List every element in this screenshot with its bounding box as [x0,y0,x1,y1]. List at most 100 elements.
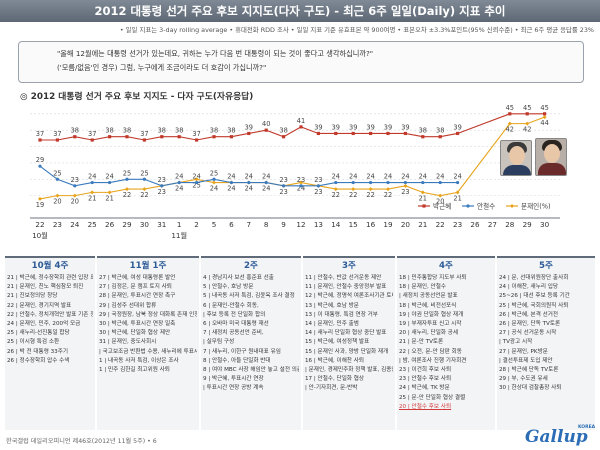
data-point [142,177,146,181]
x-tick-label: 22 [35,220,44,229]
data-label: 22 [123,191,131,199]
data-label: 23 [401,188,409,196]
data-point [369,180,373,185]
event-item: | 후보 등록 전 단일화 합의 [203,311,266,318]
event-item: 20 | 새누리, 단일화 공세 [399,330,459,337]
data-label: 24 [332,173,340,181]
data-label: 38 [158,127,166,135]
x-tick-label: 26 [470,220,480,229]
event-item: 31 | 문재인, 중도사회시 [99,339,157,346]
x-tick-label: 25 [88,220,97,229]
chart-title: ◎ 2012 대통령 선거 주요 후보 지지도 - 다자 구도(자유응답) [20,92,254,102]
legend-marker [466,204,470,208]
month-label: 10월 [32,231,48,240]
data-label: 25 [192,181,200,189]
data-point [125,135,129,139]
data-point [507,121,512,126]
x-tick-label: 7 [247,220,252,229]
event-item: 8 | 안철수, 아들 단일화 반대 [203,357,271,364]
data-label: 22 [366,191,374,199]
week-column: 3주 11 | 안철수, 반값 선거운동 제안 11 | 문재인, 안철수 중앙정부… [303,256,395,430]
event-item: 21 | 진보정의당 창당 [7,293,58,300]
data-label: 39 [453,123,461,131]
x-tick-label: 29 [523,220,533,229]
data-point [264,128,268,132]
data-point [456,131,460,136]
data-point [73,135,77,139]
data-point [125,177,129,181]
data-label: 24 [88,173,96,181]
data-point [142,187,147,192]
x-tick-label: 19 [383,220,393,229]
event-list: 27 | 박근혜, 여성 대통령론 발언 27 | 김정은, 문 캠프 토지 사퇴… [97,274,199,375]
data-point [73,184,77,188]
data-point [351,131,355,136]
data-point [195,138,199,142]
event-item: 26 | 박근혜, 본격 선거전 [499,311,559,318]
data-label: 20 [71,198,79,206]
data-point [316,184,320,188]
data-point [160,184,164,188]
data-point [438,180,442,185]
event-item: 18 | 민주통합당 지도부 사퇴 [399,275,467,281]
data-point [421,135,425,139]
data-point [351,180,355,185]
data-label: 19 [36,201,44,209]
data-point [542,115,547,120]
event-item: 19 | 부재자투표 신고 시작 [399,321,462,328]
event-item: | 문재인, 경제민주화 정책 발표, 김종인 반발 [305,367,393,374]
data-point [247,131,251,136]
event-list: 4 | 경남지사 보선 홍준표 선출 5 | 안철수, 호남 방문 5 | 내곡동 … [201,274,301,394]
event-item: 27 | 박근혜, 여성 대통령론 발언 [99,275,176,281]
event-item: 14 | 새누리 단일화 협상 중단 발표 [305,330,387,337]
data-label: 37 [192,130,200,138]
data-point [212,180,216,185]
data-point [368,187,373,192]
week-column: 11월 1주 27 | 박근혜, 여성 대통령론 발언 27 | 김정은, 문 캠프… [97,256,199,430]
data-point [438,135,442,139]
data-label: 38 [123,127,131,135]
data-label: 25 [123,169,131,177]
data-point [334,180,338,185]
data-label: 20 [436,198,444,206]
data-point [195,180,199,185]
event-item: 18 | 문재인, 안철수 [399,284,446,291]
data-label: 24 [175,173,183,181]
data-point [299,184,303,188]
data-point [525,121,530,126]
data-point [55,177,60,181]
question-line-2: ('모름/없음'인 경우) 그럼, 누구에게 조금이라도 더 호감이 가십니까?… [57,63,267,72]
data-label: 22 [140,191,148,199]
x-tick-label: 26 [105,220,115,229]
event-item: 25 | 이시형 특검 소환 [7,339,60,346]
data-point [38,164,42,168]
data-label: 45 [506,104,514,112]
data-point [351,187,356,192]
data-label: 37 [88,130,96,138]
data-label: 22 [332,191,340,199]
event-item: 1 | 내곡동 사저 특검, 이상은 조사 [99,357,179,364]
data-point [177,135,181,139]
event-item: | TV광고 시작 [499,339,533,346]
data-label: 39 [349,123,357,131]
data-label: 24 [227,185,235,193]
event-item: 17 | 안철수, 단일화 협상 [305,376,365,383]
event-item: 27 | 김정은, 문 캠프 토지 사퇴 [99,284,172,291]
x-tick-label: 16 [366,220,376,229]
data-label: 39 [366,123,374,131]
data-point [264,180,268,185]
data-point [403,131,407,136]
data-label: 40 [262,120,270,128]
event-item: | 안-기자회견, 문-반박 [305,385,358,392]
data-point [421,180,425,185]
event-item: 30 | 박근혜, 투표시간 연장 일축 [99,321,176,328]
event-item: 5 | 내곡동 사저 특검, 김윤옥 조사 결정 [203,293,295,300]
week-column: 5주 24 | 문, 선대위원장단 출사회 24 | 이해찬, 새누리 입당 25~2… [497,256,595,430]
data-point [90,138,94,142]
question-line-1: "올해 12월에는 대통령 선거가 있는데요, 귀하는 누가 다음 번 대통령이… [57,49,374,58]
event-item: 7 | 새정치 공동선언 준비, [203,330,264,337]
data-point [55,193,60,198]
week-title: 5주 [539,261,553,271]
event-item: 30 | 한상대 검찰총장 사퇴 [499,385,562,392]
event-item: 12 | 박근혜, 정명석 여론조사기관 토비성 발언에 법적 대응 [305,293,393,300]
